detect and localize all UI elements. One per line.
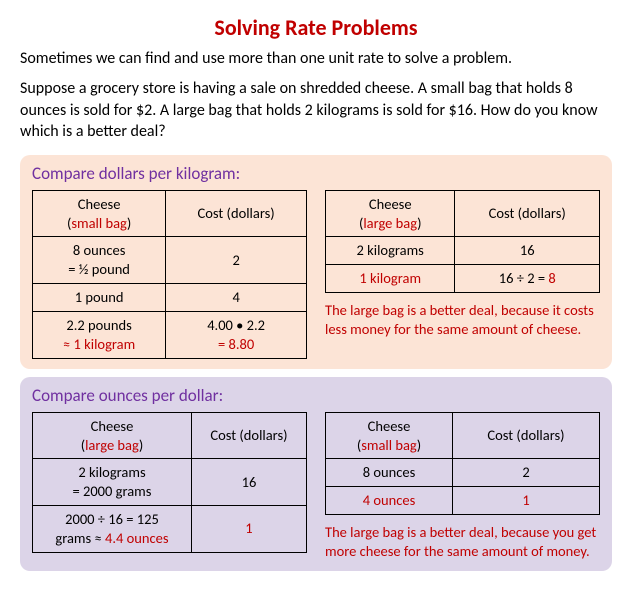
table-cell: 4.00 • 2.2= 8.80 — [166, 312, 307, 359]
table-header: Cost (dollars) — [191, 412, 306, 459]
table-cell: 1 — [452, 487, 599, 515]
table-cell: 4 ounces — [326, 487, 453, 515]
table-cell: 16 ÷ 2 = 8 — [455, 265, 600, 293]
section1-conclusion: The large bag is a better deal, because … — [325, 301, 600, 339]
table-header: Cheese(large bag) — [326, 190, 455, 237]
table-cell: 2000 ÷ 16 = 125grams ≈ 4.4 ounces — [33, 506, 192, 553]
section2-title: Compare ounces per dollar: — [32, 385, 600, 406]
section-kilogram: Compare dollars per kilogram: Cheese(sma… — [20, 155, 612, 369]
table-cell: 2 kilograms= 2000 grams — [33, 459, 192, 506]
table-cell: 2 kilograms — [326, 237, 455, 265]
table-header: Cheese(small bag) — [326, 412, 453, 459]
section-ounces: Compare ounces per dollar: Cheese(large … — [20, 377, 612, 571]
table-header: Cost (dollars) — [166, 190, 307, 237]
table-cell: 8 ounces — [326, 459, 453, 487]
table-cell: 2 — [452, 459, 599, 487]
table-cell: 8 ounces= ½ pound — [33, 237, 166, 284]
table-cell: 2 — [166, 237, 307, 284]
table-small-bag-ounces: Cheese(small bag) Cost (dollars) 8 ounce… — [325, 412, 600, 515]
table-header: Cost (dollars) — [452, 412, 599, 459]
table-small-bag-cost: Cheese(small bag) Cost (dollars) 8 ounce… — [32, 190, 307, 359]
table-cell: 1 — [191, 506, 306, 553]
problem-text: Suppose a grocery store is having a sale… — [20, 78, 612, 143]
table-header: Cheese(large bag) — [33, 412, 192, 459]
table-header: Cheese(small bag) — [33, 190, 166, 237]
table-cell: 16 — [191, 459, 306, 506]
table-cell: 16 — [455, 237, 600, 265]
section1-title: Compare dollars per kilogram: — [32, 163, 600, 184]
table-cell: 1 kilogram — [326, 265, 455, 293]
section2-conclusion: The large bag is a better deal, because … — [325, 523, 600, 561]
intro-text: Sometimes we can find and use more than … — [20, 49, 612, 68]
table-large-bag-ounces: Cheese(large bag) Cost (dollars) 2 kilog… — [32, 412, 307, 553]
table-large-bag-cost: Cheese(large bag) Cost (dollars) 2 kilog… — [325, 190, 600, 293]
table-cell: 1 pound — [33, 284, 166, 312]
page-title: Solving Rate Problems — [20, 14, 612, 41]
table-cell: 4 — [166, 284, 307, 312]
table-cell: 2.2 pounds≈ 1 kilogram — [33, 312, 166, 359]
table-header: Cost (dollars) — [455, 190, 600, 237]
